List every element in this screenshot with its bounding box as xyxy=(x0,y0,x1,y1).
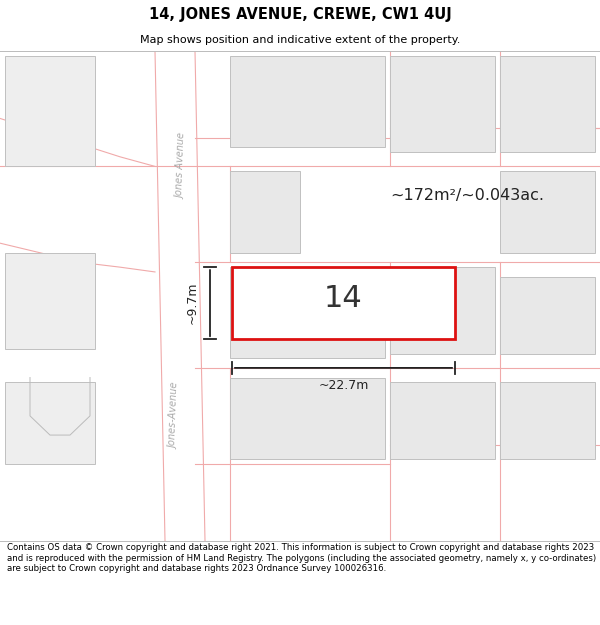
Text: ~172m²/~0.043ac.: ~172m²/~0.043ac. xyxy=(390,188,544,202)
Bar xyxy=(232,267,455,339)
Bar xyxy=(5,253,95,349)
Bar xyxy=(5,382,95,464)
Bar xyxy=(500,277,595,354)
Bar xyxy=(390,382,495,459)
Text: Map shows position and indicative extent of the property.: Map shows position and indicative extent… xyxy=(140,35,460,45)
Bar xyxy=(230,56,385,148)
Text: Jones-Avenue: Jones-Avenue xyxy=(169,382,181,449)
Text: 14, JONES AVENUE, CREWE, CW1 4UJ: 14, JONES AVENUE, CREWE, CW1 4UJ xyxy=(149,7,451,22)
Text: 14: 14 xyxy=(324,284,363,313)
Bar xyxy=(390,267,495,354)
Text: Contains OS data © Crown copyright and database right 2021. This information is : Contains OS data © Crown copyright and d… xyxy=(7,543,596,573)
Bar xyxy=(500,382,595,459)
Bar xyxy=(500,171,595,252)
Bar xyxy=(390,56,495,152)
Bar xyxy=(230,267,385,358)
Text: Jones Avenue: Jones Avenue xyxy=(176,133,188,199)
Bar xyxy=(500,56,595,152)
Bar xyxy=(5,56,95,166)
Text: ~22.7m: ~22.7m xyxy=(319,379,368,392)
Bar xyxy=(230,171,300,252)
Bar xyxy=(230,378,385,459)
Text: ~9.7m: ~9.7m xyxy=(185,282,199,324)
